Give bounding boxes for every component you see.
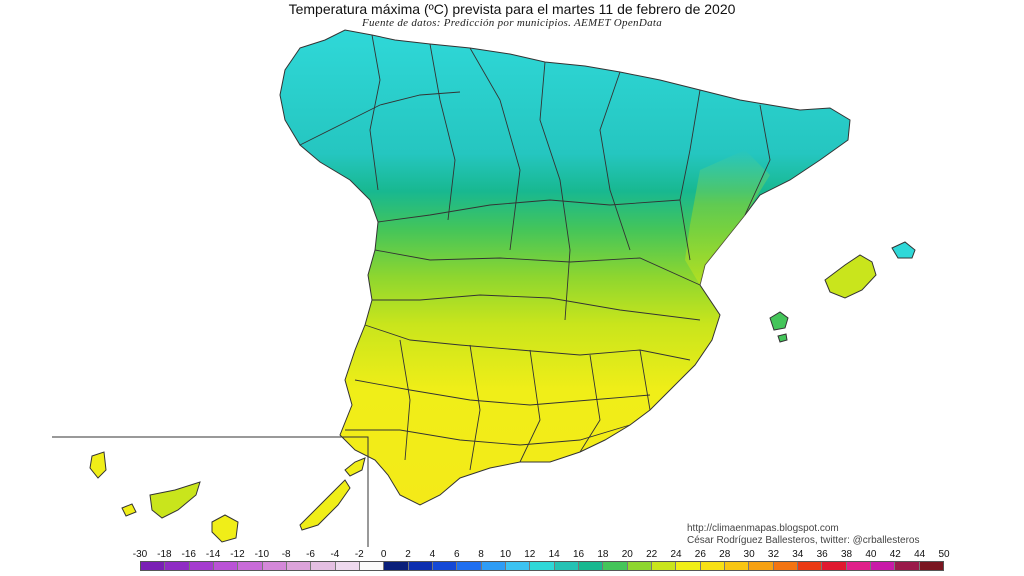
legend-swatch bbox=[895, 562, 920, 570]
legend-swatch bbox=[432, 562, 458, 570]
credits-url: http://climaenmapas.blogspot.com bbox=[687, 523, 839, 534]
legend-label: 34 bbox=[792, 549, 804, 560]
inset-frame bbox=[52, 436, 369, 547]
legend-label: 12 bbox=[524, 549, 536, 560]
ibiza bbox=[769, 311, 789, 331]
mallorca bbox=[824, 254, 877, 299]
legend-swatch bbox=[311, 562, 336, 570]
legend-swatch bbox=[286, 562, 312, 570]
balearic-islands bbox=[769, 241, 916, 343]
legend-label: 32 bbox=[767, 549, 780, 560]
legend-swatch bbox=[408, 562, 433, 570]
legend-swatch bbox=[870, 562, 896, 570]
legend-label: -12 bbox=[230, 549, 245, 560]
legend-label: 40 bbox=[865, 549, 877, 560]
peninsula-region bbox=[279, 29, 851, 506]
legend-swatch bbox=[262, 562, 287, 570]
legend-label: -30 bbox=[132, 549, 148, 560]
legend-swatch bbox=[141, 562, 166, 570]
legend-swatch bbox=[651, 562, 677, 570]
legend-label: -2 bbox=[354, 549, 364, 560]
legend-label: 24 bbox=[670, 549, 682, 560]
legend-swatch bbox=[700, 562, 725, 570]
legend-label: -16 bbox=[181, 549, 196, 560]
legend-label: 38 bbox=[840, 549, 853, 560]
legend-swatch bbox=[773, 562, 798, 570]
legend-label: 4 bbox=[429, 549, 436, 560]
el-hierro bbox=[121, 503, 137, 517]
map-title: Temperatura máxima (ºC) prevista para el… bbox=[288, 1, 736, 17]
credits-author: César Rodríguez Ballesteros, twitter: @c… bbox=[687, 535, 920, 546]
legend-swatch bbox=[238, 562, 263, 570]
tenerife bbox=[149, 481, 201, 519]
legend-label: -18 bbox=[157, 549, 172, 560]
lanzarote bbox=[344, 457, 366, 477]
legend-swatch bbox=[749, 562, 774, 570]
legend-label: 26 bbox=[694, 549, 706, 560]
map-subtitle: Fuente de datos: Predicción por municipi… bbox=[361, 17, 663, 29]
legend-label: 0 bbox=[380, 549, 387, 560]
formentera bbox=[777, 333, 788, 343]
legend-swatch bbox=[505, 562, 531, 570]
legend-label: 30 bbox=[743, 549, 755, 560]
legend-label: 10 bbox=[499, 549, 512, 560]
legend-label: -8 bbox=[281, 549, 291, 560]
legend-swatch bbox=[603, 562, 628, 570]
legend-swatch bbox=[797, 562, 823, 570]
legend-label: 18 bbox=[597, 549, 609, 560]
legend-swatch bbox=[481, 562, 506, 570]
legend-label: 20 bbox=[621, 549, 633, 560]
legend-label: 42 bbox=[889, 549, 901, 560]
legend-swatch bbox=[724, 562, 750, 570]
legend-swatch bbox=[578, 562, 604, 570]
legend-label: 36 bbox=[816, 549, 828, 560]
legend-label: -6 bbox=[306, 549, 315, 560]
legend-label: 50 bbox=[938, 549, 950, 560]
legend-label: 22 bbox=[646, 549, 658, 560]
legend-label: 2 bbox=[405, 549, 411, 560]
legend-label: -10 bbox=[254, 549, 270, 560]
legend-swatch bbox=[165, 562, 190, 570]
legend-swatch bbox=[919, 562, 943, 570]
fuerteventura bbox=[299, 479, 351, 531]
legend-swatch bbox=[846, 562, 871, 570]
legend-swatch bbox=[359, 562, 385, 570]
legend-colorbar bbox=[140, 561, 944, 571]
canary-islands-inset bbox=[52, 436, 369, 547]
legend-label: 16 bbox=[572, 549, 585, 560]
legend-label: -14 bbox=[205, 549, 221, 560]
province-borders bbox=[299, 34, 771, 471]
legend-label: 8 bbox=[478, 549, 484, 560]
credits: http://climaenmapas.blogspot.com César R… bbox=[687, 523, 919, 547]
legend-label: 28 bbox=[719, 549, 731, 560]
la-palma bbox=[89, 451, 107, 479]
legend-swatch bbox=[189, 562, 214, 570]
legend-label: -4 bbox=[330, 549, 340, 560]
levante-region bbox=[685, 150, 770, 285]
gran-canaria bbox=[211, 514, 239, 543]
legend-swatch bbox=[822, 562, 847, 570]
legend-label: 6 bbox=[453, 549, 460, 560]
legend-label: 44 bbox=[914, 549, 926, 560]
legend-label: 14 bbox=[548, 549, 560, 560]
legend-swatch bbox=[213, 562, 239, 570]
legend-swatch bbox=[676, 562, 701, 570]
legend-swatch bbox=[457, 562, 482, 570]
legend-swatch bbox=[530, 562, 555, 570]
menorca bbox=[891, 241, 916, 259]
legend-swatch bbox=[384, 562, 409, 570]
legend-swatch bbox=[627, 562, 652, 570]
legend-swatch bbox=[335, 562, 360, 570]
legend-swatch bbox=[554, 562, 579, 570]
